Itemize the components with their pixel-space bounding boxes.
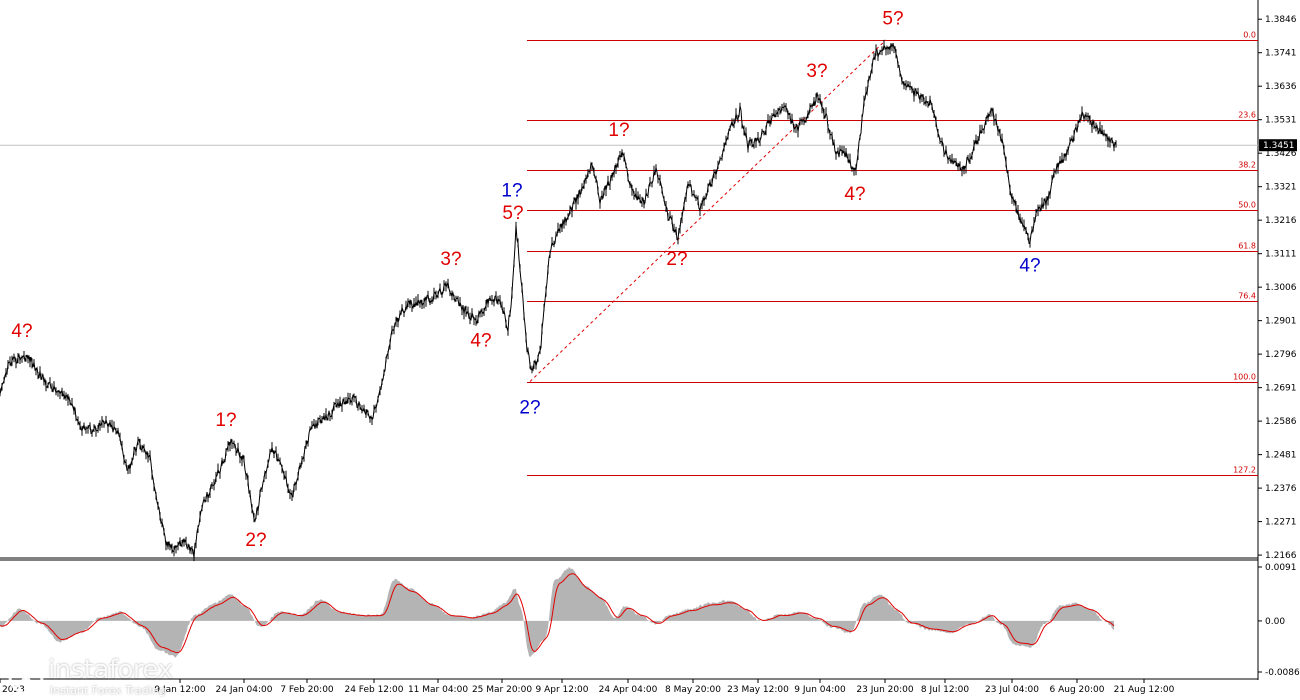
price-tick-label: 1.3006 <box>1265 283 1297 293</box>
oscillator-tick-label: 0.0091 <box>1265 563 1297 573</box>
fib-level-label: 61.8 <box>1238 242 1256 251</box>
time-tick-label: 11 Mar 04:00 <box>408 685 468 695</box>
wave-label: 5? <box>502 203 523 224</box>
price-tick-label: 1.2166 <box>1265 551 1297 561</box>
wave-label: 2? <box>519 397 540 418</box>
fib-level-label: 38.2 <box>1238 161 1256 170</box>
time-tick-label: 24 Feb 12:00 <box>344 685 403 695</box>
dashed-trendline <box>529 39 887 382</box>
oscillator-histogram <box>0 566 1114 658</box>
price-tick-label: 1.2376 <box>1265 484 1297 494</box>
time-tick-label: 9 Jan 12:00 <box>154 685 206 695</box>
price-tick-label: 1.3321 <box>1265 183 1297 193</box>
time-tick-label: 23 May 12:00 <box>727 685 789 695</box>
oscillator-signal-line <box>0 573 1115 654</box>
price-tick-label: 1.3111 <box>1265 250 1297 260</box>
fib-level-label: 23.6 <box>1238 111 1256 120</box>
price-tick-label: 1.2691 <box>1265 384 1297 394</box>
trendline <box>529 39 887 382</box>
time-tick-label: 21 Aug 12:00 <box>1114 685 1175 695</box>
time-tick-label: 23 Jul 04:00 <box>985 685 1039 695</box>
wave-label: 4? <box>11 321 32 342</box>
time-tick-label: 8 May 20:00 <box>665 685 721 695</box>
current-price-label: 1.3451 <box>1263 141 1295 151</box>
price-tick-label: 1.2796 <box>1265 350 1297 360</box>
price-tick-label: 1.3741 <box>1265 49 1297 59</box>
wave-label: 5? <box>882 8 903 29</box>
time-tick-label: 9 Apr 12:00 <box>536 685 589 695</box>
time-tick-label: 24 Apr 04:00 <box>599 685 658 695</box>
chart-frame <box>0 0 1259 680</box>
wave-label: 4? <box>1019 256 1040 277</box>
fib-level-label: 50.0 <box>1238 201 1256 210</box>
wave-label: 3? <box>440 249 461 270</box>
price-tick-label: 1.3636 <box>1265 82 1297 92</box>
price-tick-label: 1.3531 <box>1265 116 1297 126</box>
fibonacci-levels: 0.0 23.6 38.2 50.0 61.8 76.4 100.0 127.2 <box>527 31 1258 476</box>
wave-labels: 4?1?2?3?4?1?5?2?1?2?3?4?3?5?4? <box>11 8 1040 551</box>
wave-label: 3? <box>806 61 827 82</box>
wave-label: 2? <box>666 249 687 270</box>
price-series <box>0 39 1117 562</box>
instaforex-logo-icon <box>8 659 44 695</box>
time-tick-label: 24 Jan 04:00 <box>216 685 273 695</box>
price-tick-label: 1.2271 <box>1265 518 1297 528</box>
wave-label: 1? <box>608 120 629 141</box>
time-tick-label: 2023 <box>2 685 25 695</box>
fib-level-label: 100.0 <box>1233 373 1256 382</box>
instaforex-logo: instaforex Instant Forex Trading <box>2 655 192 699</box>
oscillator-tick-label: 0.00 <box>1265 617 1285 627</box>
time-tick-label: 6 Aug 20:00 <box>1050 685 1105 695</box>
time-tick-label: 9 Jun 04:00 <box>794 685 846 695</box>
fib-level-label: 76.4 <box>1238 292 1256 301</box>
price-axis: 1.3846 1.3741 1.3636 1.3531 1.3426 1.3321 1.32… <box>1258 15 1297 561</box>
price-tick-label: 1.3426 <box>1265 149 1297 159</box>
wave-label: 4? <box>844 184 865 205</box>
wave-label: 1? <box>501 181 522 202</box>
current-price-badge <box>1259 139 1297 152</box>
price-tick-label: 1.2586 <box>1265 417 1297 427</box>
price-line <box>0 39 1117 562</box>
wave-label: 2? <box>245 530 266 551</box>
time-tick-label: 8 Jul 12:00 <box>921 685 970 695</box>
wave-label: 1? <box>215 410 236 431</box>
time-axis: 2023 9 Jan 12:00 24 Jan 04:00 7 Feb 20:00 24… <box>0 679 1175 695</box>
price-tick-label: 1.2481 <box>1265 451 1297 461</box>
time-tick-label: 23 Jun 20:00 <box>856 685 913 695</box>
price-tick-label: 1.3216 <box>1265 216 1297 226</box>
price-tick-label: 1.2901 <box>1265 317 1297 327</box>
price-tick-label: 1.3846 <box>1265 15 1297 25</box>
time-tick-label: 25 Mar 20:00 <box>472 685 532 695</box>
wave-label: 4? <box>470 330 491 351</box>
fib-level-label: 0.0 <box>1243 31 1256 40</box>
time-tick-label: 7 Feb 20:00 <box>280 685 334 695</box>
logo-tagline: Instant Forex Trading <box>50 684 166 697</box>
logo-name: instaforex <box>48 655 173 685</box>
fib-level-label: 127.2 <box>1233 466 1256 475</box>
